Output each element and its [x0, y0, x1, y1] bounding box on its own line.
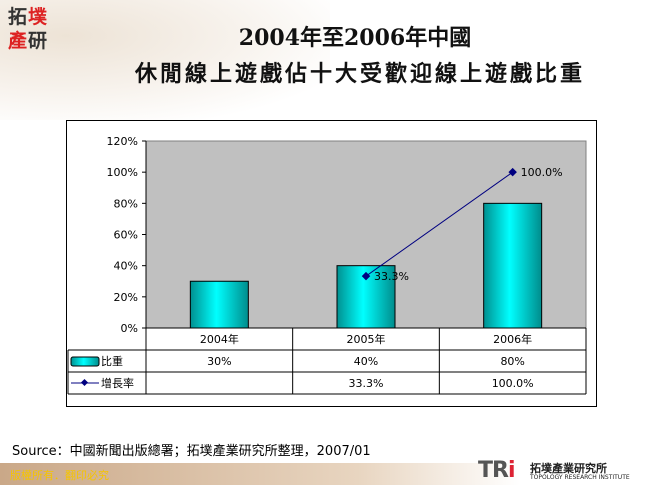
growth-value: 100.0%	[492, 377, 534, 390]
tri-logo: 拓 墣 產 研	[8, 6, 50, 52]
bar	[189, 280, 249, 329]
y-tick-label: 100%	[107, 166, 138, 179]
growth-data-label: 33.3%	[374, 270, 409, 283]
legend-line-label: 增長率	[101, 376, 134, 390]
growth-value: 33.3%	[349, 377, 384, 390]
logo-char: 產	[8, 30, 28, 52]
growth-line	[365, 171, 513, 277]
chart-svg: 0% 20% 40% 60% 80% 100% 120% 33.3% 100.0% 2004年 30…	[67, 135, 587, 395]
bar-value: 40%	[354, 355, 378, 368]
y-tick-label: 20%	[114, 291, 138, 304]
growth-data-label: 100.0%	[521, 166, 563, 179]
background-decoration	[0, 0, 330, 120]
brand-logo: TRi	[478, 458, 515, 483]
logo-char: 研	[28, 30, 48, 52]
y-tick-label: 80%	[114, 197, 138, 210]
brand-en: TOPOLOGY RESEARCH INSTITUTE	[530, 474, 630, 481]
bar-value: 80%	[500, 355, 524, 368]
logo-char: 拓	[8, 6, 28, 28]
category-label: 2004年	[200, 332, 239, 346]
legend-line-marker	[80, 378, 89, 387]
legend-bar-label: 比重	[101, 354, 123, 368]
y-tick-label: 60%	[114, 229, 138, 242]
chart: 0% 20% 40% 60% 80% 100% 120% 33.3% 100.0% 2004年 30…	[66, 120, 597, 407]
copyright: 版權所有．翻印必究	[10, 469, 109, 482]
category-label: 2006年	[493, 332, 532, 346]
title-line-1: 2004年至2006年中國	[238, 25, 472, 51]
y-tick-label: 0%	[121, 322, 138, 335]
y-tick-label: 40%	[114, 260, 138, 273]
logo-char: 墣	[28, 6, 48, 28]
bar-value: 30%	[207, 355, 231, 368]
growth-point	[508, 167, 517, 177]
title-line-2: 休閒線上遊戲佔十大受歡迎線上遊戲比重	[134, 61, 585, 87]
source-note: Source：中國新聞出版總署；拓墣產業研究所整理，2007/01	[12, 444, 371, 459]
brand-cn: 拓墣產業研究所	[530, 462, 607, 475]
bar	[483, 202, 543, 329]
y-tick-label: 120%	[107, 135, 138, 148]
footer-bar	[0, 463, 650, 485]
legend-bar-swatch	[70, 356, 100, 367]
category-label: 2005年	[347, 332, 386, 346]
growth-point	[361, 271, 371, 281]
